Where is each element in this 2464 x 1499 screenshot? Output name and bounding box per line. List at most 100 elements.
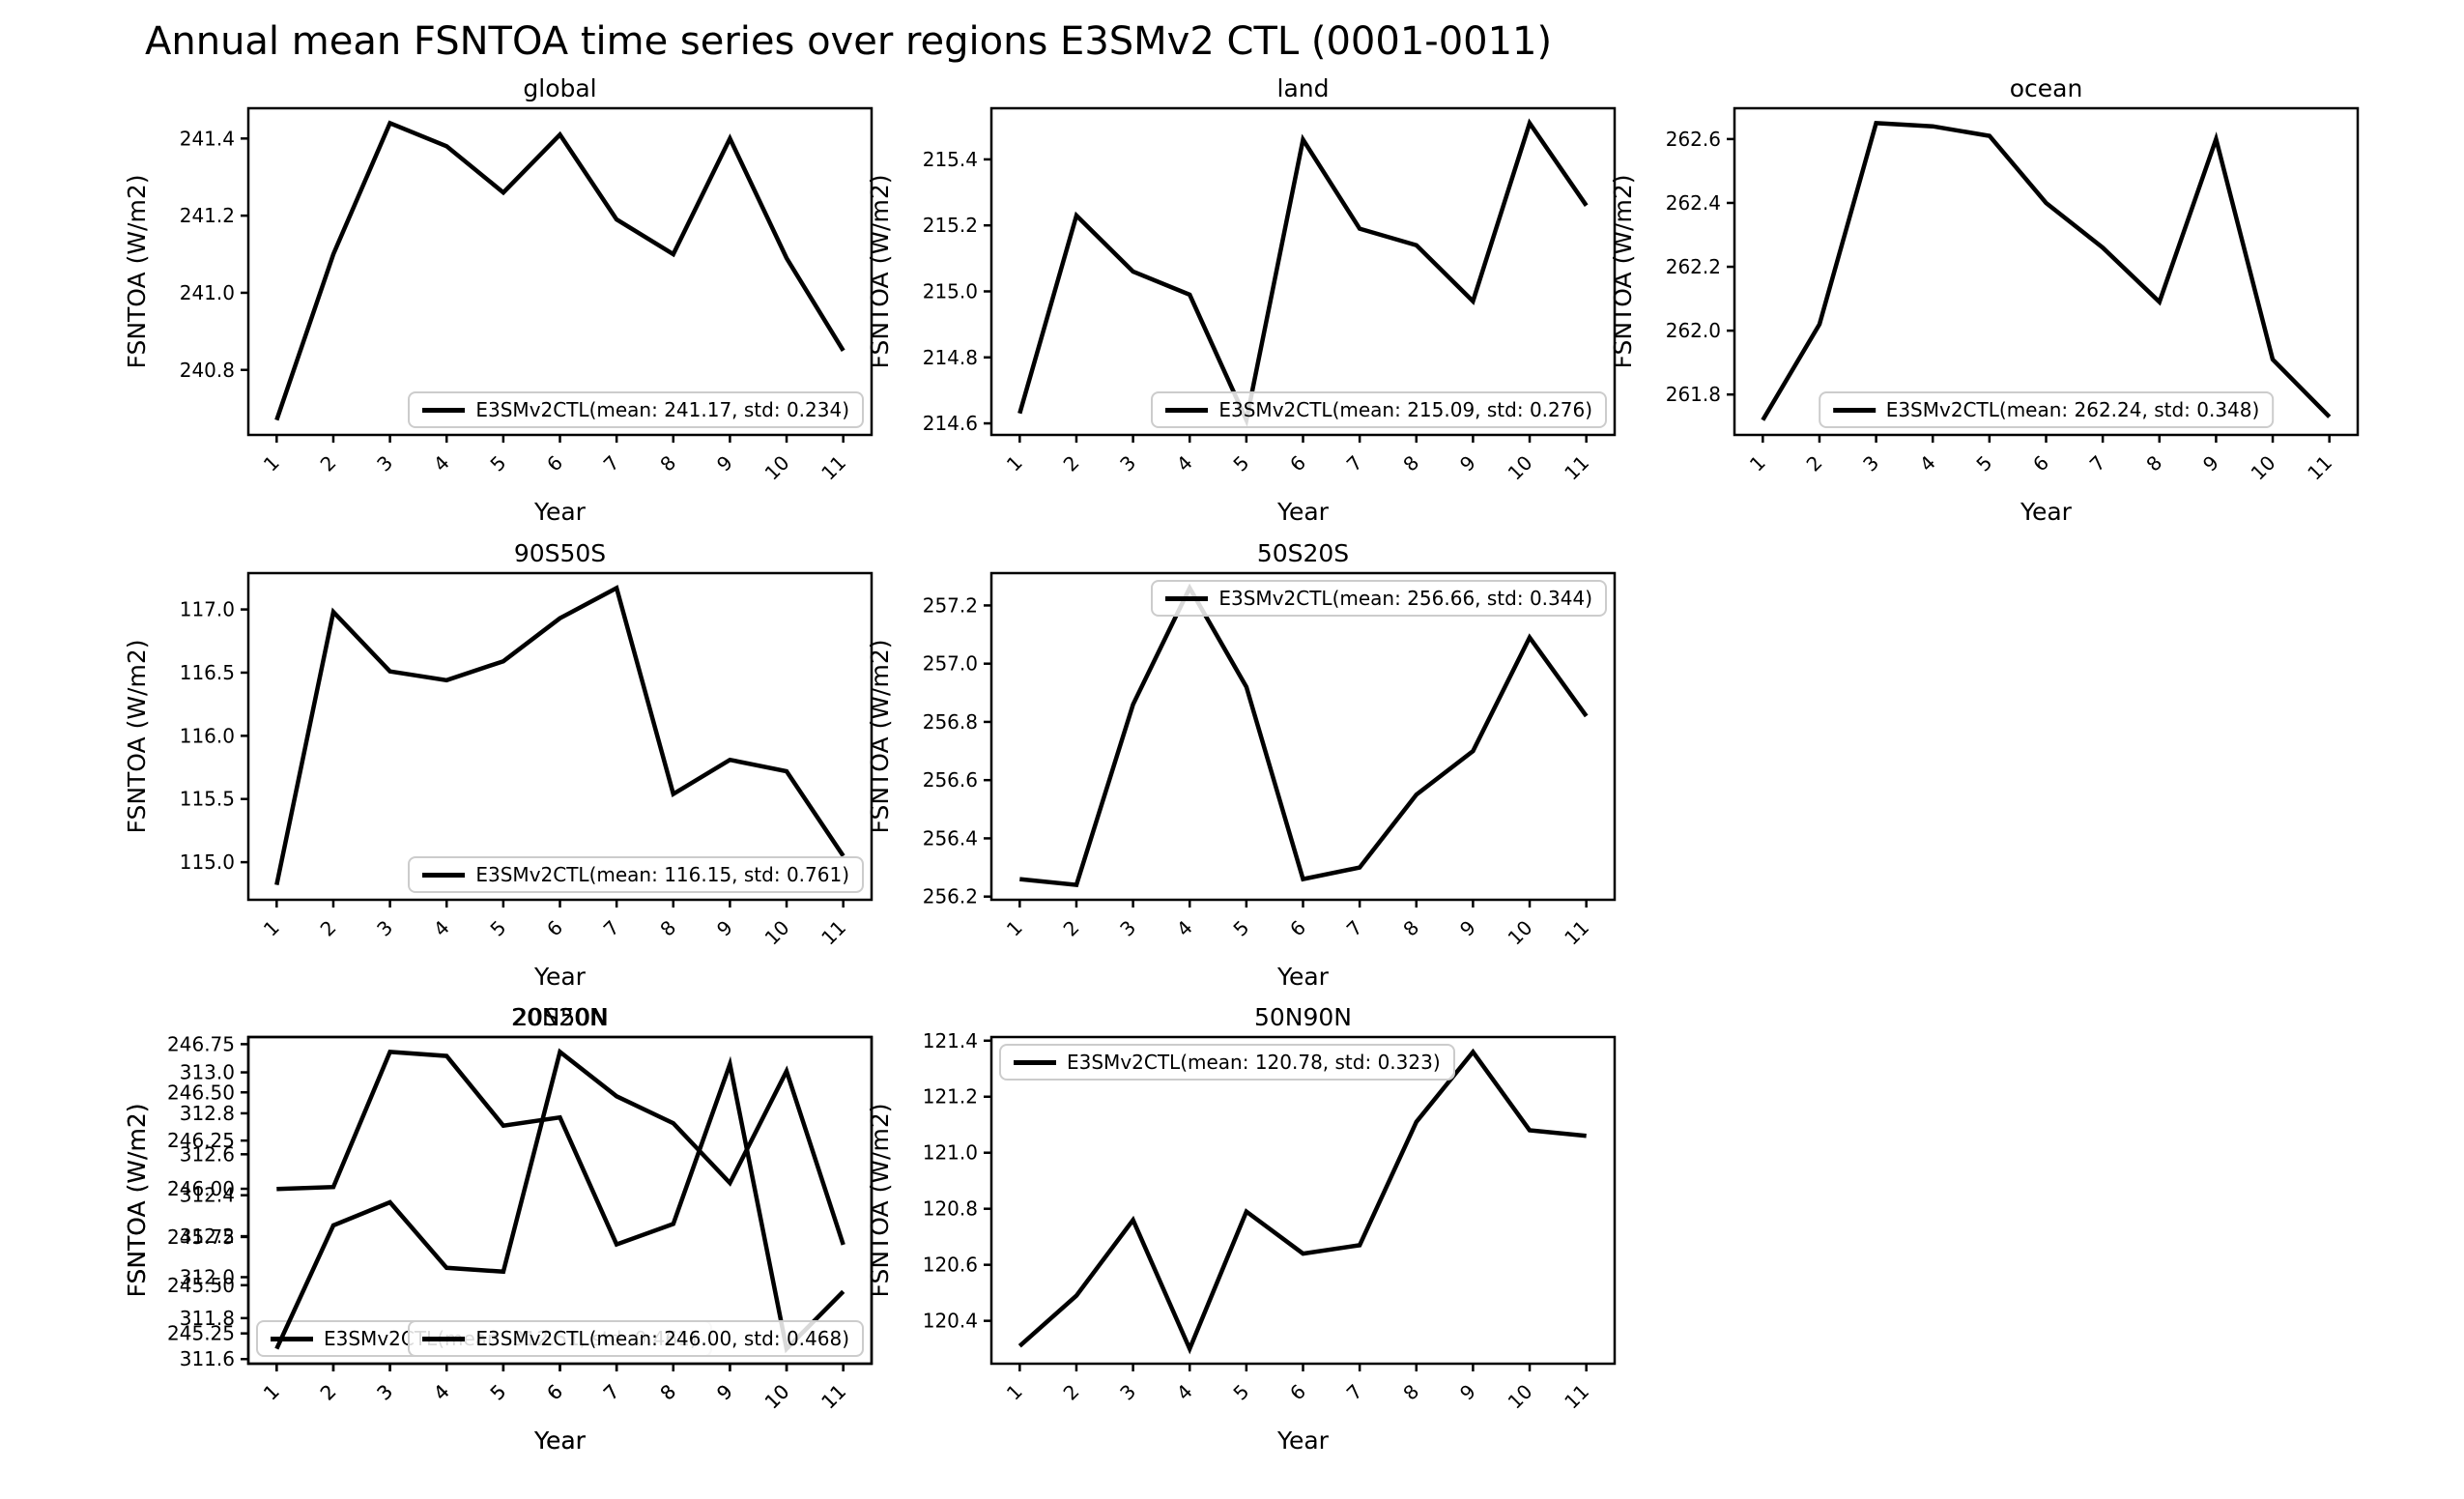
y-axis-label: FSNTOA (W/m2) — [123, 640, 151, 834]
x-tick-label: 10 — [760, 451, 794, 485]
x-tick-label: 11 — [1560, 1380, 1593, 1414]
x-tick-label: 1 — [1002, 1380, 1027, 1405]
x-tick-label: 6 — [1285, 916, 1310, 941]
x-tick-label: 10 — [760, 1380, 794, 1414]
subplot-title: 50S20S — [1257, 539, 1349, 567]
y-tick-label: 241.2 — [180, 204, 235, 227]
x-axis-label: Year — [1276, 1427, 1330, 1455]
y-tick-label: 312.4 — [180, 1184, 235, 1207]
y-tick-label: 312.8 — [180, 1102, 235, 1125]
x-tick-label: 11 — [1560, 916, 1593, 950]
y-tick-label: 261.8 — [1666, 383, 1721, 406]
legend-line-sample — [271, 1336, 313, 1341]
y-tick-label: 214.6 — [923, 412, 978, 435]
data-line — [276, 1050, 845, 1354]
legend-line-sample — [1165, 595, 1209, 601]
legend-line-sample — [1832, 407, 1876, 413]
x-tick-label: 7 — [599, 451, 624, 476]
x-tick-label: 3 — [1115, 916, 1140, 941]
x-tick-label: 1 — [259, 916, 284, 941]
legend: E3SMv2CTL(mean: 262.24, std: 0.348) — [1818, 391, 2275, 428]
x-tick-label: 3 — [372, 916, 397, 941]
legend-line-sample — [1014, 1059, 1056, 1065]
y-tick-label: 262.6 — [1666, 128, 1721, 151]
y-tick-label: 313.0 — [180, 1061, 235, 1084]
x-tick-label: 7 — [599, 1380, 624, 1405]
x-tick-label: 7 — [1342, 916, 1367, 941]
legend-line-sample — [422, 872, 466, 878]
x-tick-label: 5 — [1228, 916, 1253, 941]
y-axis-label: FSNTOA (W/m2) — [866, 640, 894, 834]
y-tick-label: 257.0 — [923, 652, 978, 676]
x-tick-label: 6 — [1285, 1380, 1310, 1405]
subplot-ocean: 261.8 262.0 262.2 262.4 262.6 1 2 3 4 5 6 7 8 9 10 11 oc… — [1609, 74, 2360, 526]
y-tick-label: 262.4 — [1666, 191, 1721, 215]
x-tick-label: 8 — [1398, 1380, 1423, 1405]
x-tick-label: 10 — [2247, 451, 2280, 485]
x-tick-label: 5 — [1971, 451, 1996, 476]
x-tick-label: 9 — [1455, 1380, 1480, 1405]
x-axis-label: Year — [2020, 498, 2073, 526]
y-axis-label: FSNTOA (W/m2) — [123, 1104, 151, 1298]
y-tick-label: 241.0 — [180, 281, 235, 304]
x-tick-label: 9 — [712, 1380, 737, 1405]
y-tick-label: 256.4 — [923, 826, 978, 850]
x-tick-label: 4 — [429, 916, 454, 941]
y-tick-label: 246.25 — [167, 1129, 235, 1152]
y-tick-label: 256.2 — [923, 885, 978, 908]
legend: E3SMv2CTL(mean: 116.15, std: 0.761) — [408, 856, 864, 893]
y-axis-label: FSNTOA (W/m2) — [866, 175, 894, 369]
y-tick-label: 241.4 — [180, 127, 235, 150]
y-tick-label: 246.50 — [167, 1081, 235, 1104]
x-tick-label: 9 — [712, 916, 737, 941]
y-tick-label: 117.0 — [180, 598, 235, 621]
y-tick-label: 245.25 — [167, 1322, 235, 1345]
x-tick-label: 9 — [2198, 451, 2223, 476]
x-tick-label: 4 — [1915, 451, 1940, 476]
x-tick-label: 2 — [1059, 916, 1084, 941]
y-tick-label: 121.2 — [923, 1085, 978, 1109]
subplot-90s50s: 115.0 115.5 116.0 116.5 117.0 1 2 3 4 5 6 7 8 9 10 11 90… — [123, 539, 874, 991]
x-tick-label: 10 — [1504, 1380, 1537, 1414]
legend-label: E3SMv2CTL(mean: 215.09, std: 0.276) — [1218, 398, 1592, 421]
x-tick-label: 8 — [655, 1380, 680, 1405]
data-line — [1761, 121, 2332, 421]
x-tick-label: 2 — [316, 1380, 341, 1405]
x-tick-label: 6 — [542, 1380, 567, 1405]
y-tick-label: 311.8 — [180, 1307, 235, 1330]
figure-title: Annual mean FSNTOA time series over regi… — [145, 19, 1553, 64]
x-axis-label: Year — [533, 498, 587, 526]
legend-label: E3SMv2CTL(mean: 246.00, std: 0.468) — [475, 1327, 849, 1350]
x-tick-label: 2 — [1802, 451, 1827, 476]
subplot-title: 20N50N — [511, 1003, 609, 1031]
y-tick-label: 257.2 — [923, 593, 978, 617]
x-tick-label: 1 — [1002, 916, 1027, 941]
x-tick-label: 7 — [1342, 451, 1367, 476]
legend-label: E3SMv2CTL(mean: 256.66, std: 0.344) — [1218, 587, 1592, 610]
x-tick-label: 1 — [1002, 451, 1027, 476]
subplot-title: ocean — [2010, 74, 2083, 102]
legend: E3SMv2CTL(mean: 256.66, std: 0.344) — [1151, 580, 1607, 617]
y-axis-label: FSNTOA (W/m2) — [1609, 175, 1637, 369]
x-tick-label: 3 — [1115, 1380, 1140, 1405]
y-tick-label: 121.4 — [923, 1029, 978, 1052]
y-tick-label: 312.2 — [180, 1225, 235, 1248]
axes-frame — [246, 106, 874, 437]
subplot-title: global — [523, 74, 596, 102]
x-tick-label: 4 — [1172, 451, 1197, 476]
data-line — [1019, 583, 1589, 888]
subplot-20n50n: 245.25 245.50 245.75 246.00 246.25 246.50 246.… — [123, 1003, 874, 1455]
subplot-title: 20S20N — [512, 1003, 607, 1031]
x-tick-label: 4 — [1172, 916, 1197, 941]
x-tick-label: 2 — [316, 451, 341, 476]
y-axis-label: FSNTOA (W/m2) — [866, 1104, 894, 1298]
x-tick-label: 3 — [1115, 451, 1140, 476]
subplot-title: 50N90N — [1254, 1003, 1352, 1031]
y-tick-label: 121.0 — [923, 1141, 978, 1165]
subplot-canvas: 245.25 245.50 245.75 246.00 246.25 246.50 246.… — [123, 1003, 874, 1455]
x-axis-label: Year — [1276, 963, 1330, 991]
x-tick-label: 9 — [712, 451, 737, 476]
